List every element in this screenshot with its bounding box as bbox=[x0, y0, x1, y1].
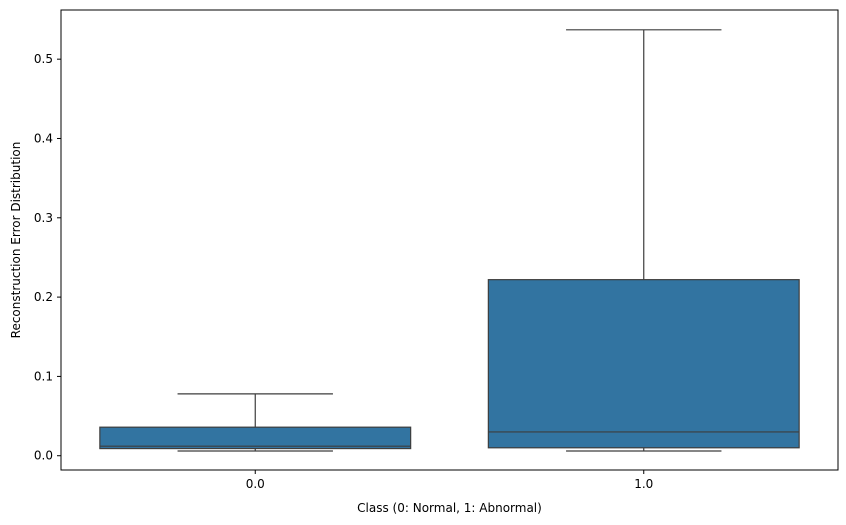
y-tick-label: 0.5 bbox=[34, 52, 53, 66]
y-tick-label: 0.4 bbox=[34, 131, 53, 145]
y-tick-label: 0.2 bbox=[34, 290, 53, 304]
plot-area-frame bbox=[60, 9, 839, 471]
box-group-0.0 bbox=[99, 393, 412, 452]
y-axis-label: Reconstruction Error Distribution bbox=[9, 142, 23, 339]
y-tick-label: 0.0 bbox=[34, 449, 53, 463]
box-group-1.0 bbox=[487, 29, 800, 452]
x-tick-label: 0.0 bbox=[246, 477, 265, 491]
x-tick-label: 1.0 bbox=[634, 477, 653, 491]
box-iqr bbox=[487, 279, 800, 449]
y-tick-label: 0.1 bbox=[34, 369, 53, 383]
box-iqr bbox=[99, 426, 412, 450]
x-axis-label: Class (0: Normal, 1: Abnormal) bbox=[357, 501, 542, 515]
y-tick-label: 0.3 bbox=[34, 211, 53, 225]
